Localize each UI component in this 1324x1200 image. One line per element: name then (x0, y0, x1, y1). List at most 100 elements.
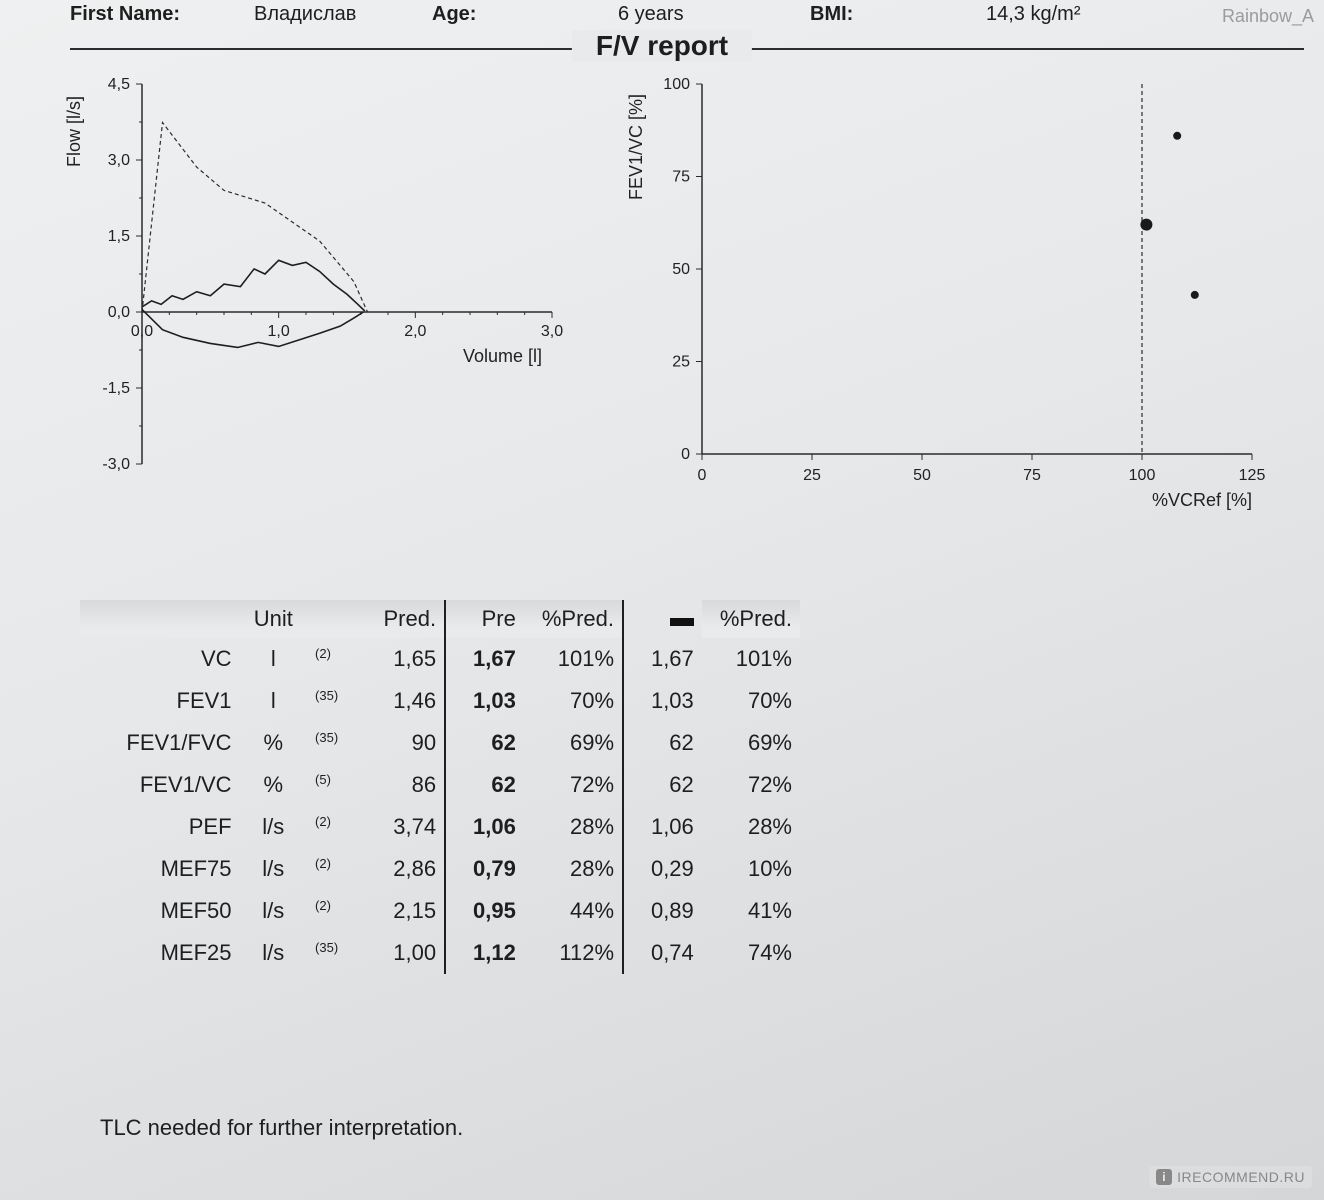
cell-pred: 2,15 (356, 890, 445, 932)
cell-sup: (2) (307, 848, 356, 890)
cell-pp1: 112% (524, 932, 623, 974)
section-title-wrap: F/V report (0, 30, 1324, 70)
cell-sup: (35) (307, 932, 356, 974)
table-header-row: Unit Pred. Pre %Pred. %Pred. (80, 600, 800, 638)
cell-post: 0,89 (623, 890, 702, 932)
svg-text:4,5: 4,5 (108, 76, 130, 93)
section-title: F/V report (572, 30, 752, 62)
cell-param: FEV1/VC (80, 764, 240, 806)
cell-pp1: 101% (524, 638, 623, 680)
cell-post: 1,03 (623, 680, 702, 722)
cell-param: PEF (80, 806, 240, 848)
cell-unit: % (240, 722, 308, 764)
cell-param: MEF75 (80, 848, 240, 890)
info-icon: i (1156, 1169, 1172, 1185)
svg-text:50: 50 (913, 467, 931, 484)
svg-text:3,0: 3,0 (541, 323, 563, 340)
cell-unit: l/s (240, 932, 308, 974)
cell-unit: l (240, 680, 308, 722)
cell-pp2: 69% (702, 722, 800, 764)
cell-sup: (2) (307, 806, 356, 848)
cell-sup: (2) (307, 638, 356, 680)
bmi-label: BMI: (810, 3, 853, 26)
charts-row: -3,0-1,50,01,53,04,50,01,02,03,0Volume [… (52, 74, 1294, 534)
col-unit: Unit (240, 600, 308, 638)
svg-text:50: 50 (672, 261, 690, 278)
cell-post: 0,74 (623, 932, 702, 974)
page: First Name: Владислав Age: 6 years BMI: … (0, 0, 1324, 1200)
cell-pp1: 28% (524, 806, 623, 848)
cell-pred: 1,65 (356, 638, 445, 680)
cell-pp2: 41% (702, 890, 800, 932)
cell-pre: 1,06 (445, 806, 524, 848)
table-row: MEF50l/s(2)2,150,9544%0,8941% (80, 890, 800, 932)
scatter-chart: 02550751001250255075100%VCRef [%]FEV1/VC… (572, 74, 1294, 534)
svg-text:0,0: 0,0 (131, 323, 153, 340)
table-row: PEFl/s(2)3,741,0628%1,0628% (80, 806, 800, 848)
age-value: 6 years (618, 3, 684, 26)
svg-text:100: 100 (1129, 467, 1156, 484)
cell-pp1: 44% (524, 890, 623, 932)
watermark-site-text: IRECOMMEND.RU (1177, 1169, 1305, 1185)
table-row: FEV1/VC%(5)866272%6272% (80, 764, 800, 806)
flow-volume-chart: -3,0-1,50,01,53,04,50,01,02,03,0Volume [… (52, 74, 572, 534)
cell-pre: 62 (445, 722, 524, 764)
cell-param: MEF25 (80, 932, 240, 974)
cell-pred: 3,74 (356, 806, 445, 848)
cell-pred: 86 (356, 764, 445, 806)
cell-pp2: 28% (702, 806, 800, 848)
svg-text:1,0: 1,0 (268, 323, 290, 340)
cell-sup: (2) (307, 890, 356, 932)
bar-icon (670, 618, 694, 626)
svg-text:%VCRef [%]: %VCRef [%] (1152, 490, 1252, 510)
svg-text:100: 100 (663, 76, 690, 93)
cell-param: FEV1/FVC (80, 722, 240, 764)
watermark-site: i IRECOMMEND.RU (1149, 1166, 1312, 1188)
col-pred: Pred. (356, 600, 445, 638)
cell-param: VC (80, 638, 240, 680)
svg-text:-3,0: -3,0 (102, 456, 130, 473)
cell-pp1: 69% (524, 722, 623, 764)
cell-pre: 1,67 (445, 638, 524, 680)
cell-post: 1,67 (623, 638, 702, 680)
cell-pred: 2,86 (356, 848, 445, 890)
results-table: Unit Pred. Pre %Pred. %Pred. VCl(2)1,651… (80, 600, 800, 974)
table-row: VCl(2)1,651,67101%1,67101% (80, 638, 800, 680)
col-pre: Pre (445, 600, 524, 638)
cell-param: MEF50 (80, 890, 240, 932)
watermark-user: Rainbow_A (1222, 6, 1314, 27)
cell-post: 62 (623, 722, 702, 764)
cell-unit: % (240, 764, 308, 806)
col-pp1: %Pred. (524, 600, 623, 638)
svg-text:-1,5: -1,5 (102, 380, 130, 397)
cell-pred: 1,00 (356, 932, 445, 974)
svg-text:75: 75 (1023, 467, 1041, 484)
cell-pre: 0,95 (445, 890, 524, 932)
table-row: FEV1/FVC%(35)906269%6269% (80, 722, 800, 764)
svg-text:25: 25 (803, 467, 821, 484)
svg-text:0: 0 (681, 446, 690, 463)
col-post-icon (623, 600, 702, 638)
svg-text:1,5: 1,5 (108, 228, 130, 245)
cell-pp2: 10% (702, 848, 800, 890)
cell-pp2: 72% (702, 764, 800, 806)
cell-unit: l/s (240, 806, 308, 848)
svg-text:Volume [l]: Volume [l] (463, 346, 542, 366)
bmi-value: 14,3 kg/m² (986, 3, 1080, 26)
cell-pp2: 74% (702, 932, 800, 974)
cell-unit: l/s (240, 890, 308, 932)
col-pp2: %Pred. (702, 600, 800, 638)
cell-pp2: 101% (702, 638, 800, 680)
cell-pred: 1,46 (356, 680, 445, 722)
cell-pre: 1,03 (445, 680, 524, 722)
svg-text:0,0: 0,0 (108, 304, 130, 321)
cell-unit: l/s (240, 848, 308, 890)
svg-text:3,0: 3,0 (108, 152, 130, 169)
svg-text:FEV1/VC [%]: FEV1/VC [%] (626, 94, 646, 200)
first-name-value: Владислав (254, 3, 356, 26)
cell-sup: (35) (307, 680, 356, 722)
svg-text:125: 125 (1239, 467, 1266, 484)
table-row: MEF75l/s(2)2,860,7928%0,2910% (80, 848, 800, 890)
cell-pp1: 70% (524, 680, 623, 722)
cell-pp1: 72% (524, 764, 623, 806)
